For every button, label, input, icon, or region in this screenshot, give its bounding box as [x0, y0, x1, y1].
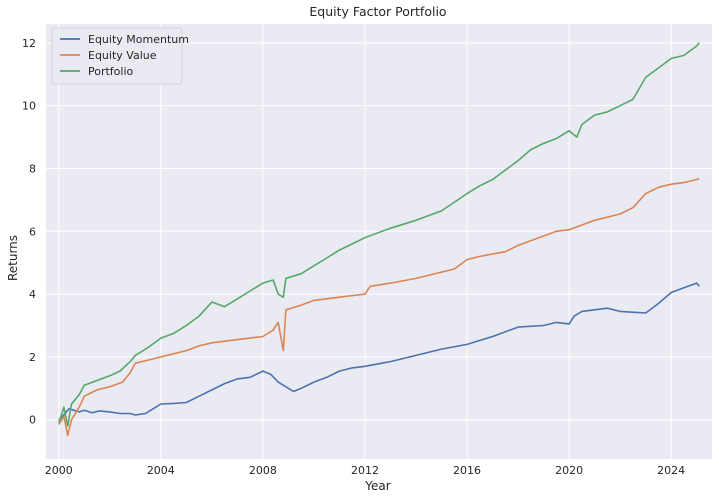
x-tick-label: 2016: [453, 464, 481, 477]
x-tick-label: 2024: [657, 464, 685, 477]
legend-entry: Portfolio: [88, 65, 134, 78]
grid: [46, 24, 712, 459]
legend: Equity Momentum Equity Value Portfolio: [51, 27, 189, 85]
y-tick-label: 0: [29, 414, 36, 427]
y-tick-label: 10: [22, 100, 36, 113]
y-tick-label: 6: [29, 225, 36, 238]
y-tick-label: 2: [29, 351, 36, 364]
legend-entry: Equity Value: [88, 49, 157, 62]
legend-box: [51, 27, 183, 85]
x-axis-ticks: 2000 2004 2008 2012 2016 2020 2024: [45, 464, 685, 477]
y-axis-ticks: 0 2 4 6 8 10 12: [22, 37, 36, 427]
series-line-portfolio: [58, 42, 700, 427]
y-tick-label: 12: [22, 37, 36, 50]
plot-area: [46, 24, 712, 459]
x-tick-label: 2008: [249, 464, 277, 477]
series-group: [58, 42, 700, 437]
x-tick-label: 2012: [351, 464, 379, 477]
x-tick-label: 2000: [45, 464, 73, 477]
y-tick-label: 8: [29, 162, 36, 175]
y-tick-label: 4: [29, 288, 36, 301]
chart-title: Equity Factor Portfolio: [309, 4, 446, 19]
series-line-equity-momentum: [58, 282, 700, 421]
legend-entry: Equity Momentum: [88, 33, 189, 46]
x-axis-label: Year: [364, 479, 390, 493]
y-axis-label: Returns: [6, 235, 20, 281]
series-line-equity-value: [58, 177, 700, 437]
x-tick-label: 2020: [555, 464, 583, 477]
x-tick-label: 2004: [147, 464, 175, 477]
